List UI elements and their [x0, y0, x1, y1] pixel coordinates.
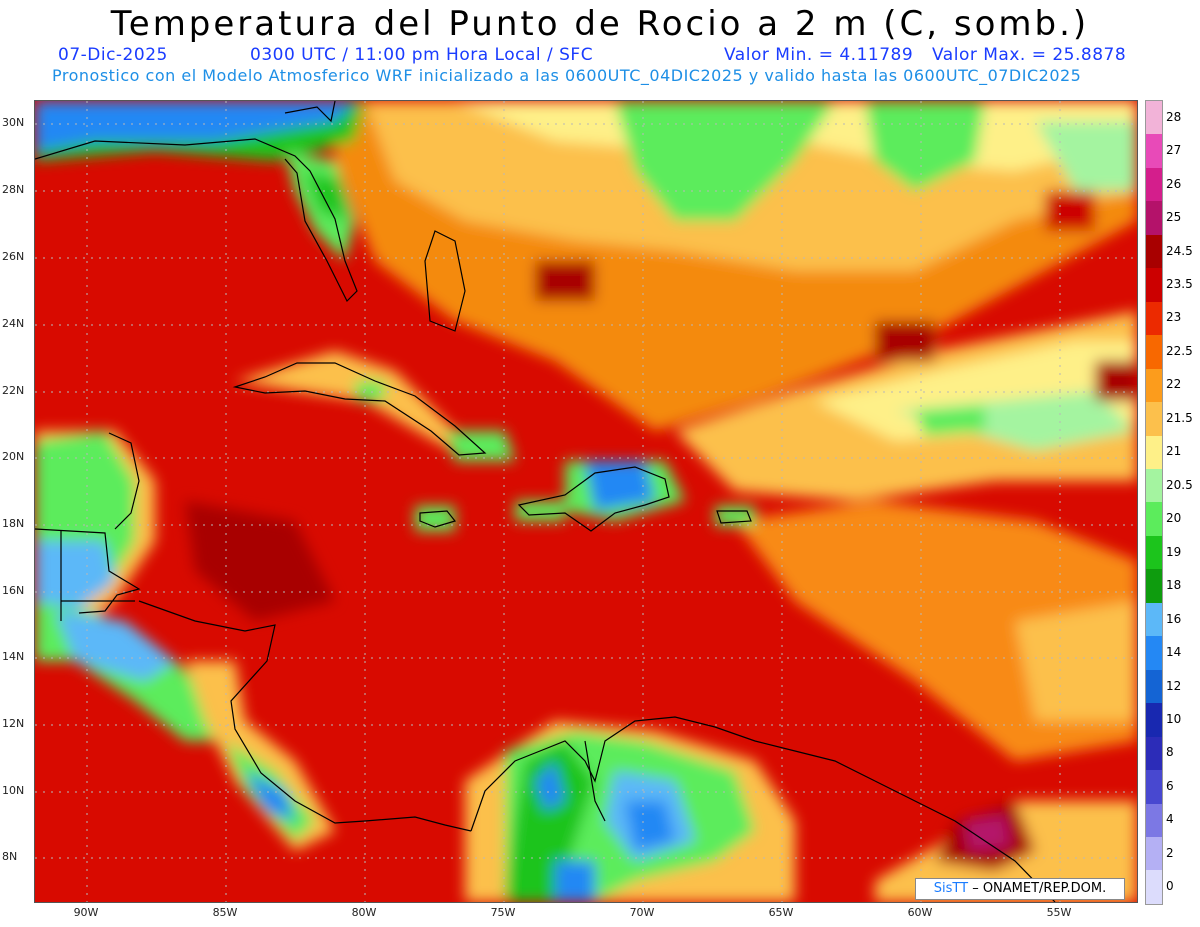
map-title: Temperatura del Punto de Rocio a 2 m (C,… [110, 4, 1090, 44]
lon-label: 70W [629, 906, 655, 919]
colorbar-swatch [1146, 669, 1162, 704]
colorbar-swatch [1146, 602, 1162, 637]
lon-label: 55W [1046, 906, 1072, 919]
colorbar-swatch [1146, 569, 1162, 603]
colorbar-swatch [1146, 167, 1162, 202]
colorbar-swatch [1146, 368, 1162, 403]
credit-box: SisTT – ONAMET/REP.DOM. [915, 878, 1125, 900]
lat-label: 28N [2, 183, 25, 196]
lat-label: 10N [2, 784, 25, 797]
colorbar-swatch [1146, 435, 1162, 469]
min-value: Valor Min. = 4.11789 [724, 45, 914, 65]
colorbar-label: 6 [1166, 778, 1174, 793]
colorbar-swatch [1146, 803, 1162, 837]
colorbar-label: 28 [1166, 109, 1182, 124]
colorbar-label: 19 [1166, 544, 1182, 559]
credit-label: ONAMET/REP.DOM. [982, 881, 1107, 896]
lat-label: 20N [2, 450, 25, 463]
colorbar-swatch [1146, 101, 1162, 135]
colorbar-label: 24.5 [1166, 243, 1193, 258]
colorbar-label: 20.5 [1166, 477, 1193, 492]
lat-label: 12N [2, 717, 25, 730]
model-info: Pronostico con el Modelo Atmosferico WRF… [52, 66, 1082, 85]
lat-label: 18N [2, 517, 25, 530]
lat-label: 26N [2, 250, 25, 263]
colorbar-swatch [1146, 736, 1162, 771]
colorbar-swatch [1146, 201, 1162, 235]
colorbar [1145, 100, 1163, 905]
max-value: Valor Max. = 25.8878 [932, 45, 1127, 65]
colorbar-label: 4 [1166, 812, 1174, 827]
lon-label: 80W [351, 906, 377, 919]
colorbar-label: 23 [1166, 310, 1182, 325]
lat-label: 14N [2, 650, 25, 663]
colorbar-label: 25 [1166, 210, 1182, 225]
colorbar-label: 10 [1166, 711, 1182, 726]
lat-label: 24N [2, 317, 25, 330]
colorbar-label: 27 [1166, 143, 1182, 158]
colorbar-label: 16 [1166, 611, 1182, 626]
colorbar-label: 20 [1166, 511, 1182, 526]
colorbar-label: 21.5 [1166, 410, 1193, 425]
lon-label: 85W [212, 906, 238, 919]
colorbar-swatch [1146, 535, 1162, 570]
colorbar-label: 26 [1166, 176, 1182, 191]
lon-label: 90W [73, 906, 99, 919]
colorbar-label: 18 [1166, 578, 1182, 593]
colorbar-label: 14 [1166, 645, 1182, 660]
colorbar-label: 12 [1166, 678, 1182, 693]
colorbar-swatch [1146, 268, 1162, 302]
colorbar-swatch [1146, 402, 1162, 436]
colorbar-label: 21 [1166, 444, 1182, 459]
colorbar-swatch [1146, 836, 1162, 871]
colorbar-label: 22 [1166, 377, 1182, 392]
colorbar-swatch [1146, 636, 1162, 670]
coastlines [35, 101, 1056, 902]
colorbar-swatch [1146, 770, 1162, 804]
colorbar-swatch [1146, 502, 1162, 536]
colorbar-label: 22.5 [1166, 343, 1193, 358]
colorbar-label: 8 [1166, 745, 1174, 760]
colorbar-label: 23.5 [1166, 277, 1193, 292]
colorbar-swatch [1146, 335, 1162, 369]
lon-label: 65W [768, 906, 794, 919]
lat-label: 16N [2, 584, 25, 597]
colorbar-swatch [1146, 301, 1162, 336]
colorbar-label: 2 [1166, 845, 1174, 860]
colorbar-swatch [1146, 134, 1162, 168]
colorbar-swatch [1146, 703, 1162, 737]
dewpoint-map [34, 100, 1138, 903]
colorbar-swatch [1146, 468, 1162, 503]
sispi-logo: SisTT [933, 881, 969, 896]
lon-grid [86, 101, 1061, 902]
colorbar-swatch [1146, 234, 1162, 269]
colorbar-swatch [1146, 870, 1162, 904]
colorbar-label: 0 [1166, 879, 1174, 894]
lon-label: 60W [907, 906, 933, 919]
dewpoint-field [35, 101, 1137, 902]
lat-label: 8N [2, 850, 18, 863]
lat-label: 22N [2, 384, 25, 397]
lon-label: 75W [490, 906, 516, 919]
lat-label: 30N [2, 116, 25, 129]
time-label: 0300 UTC / 11:00 pm Hora Local / SFC [250, 45, 594, 65]
date-label: 07-Dic-2025 [58, 45, 168, 65]
